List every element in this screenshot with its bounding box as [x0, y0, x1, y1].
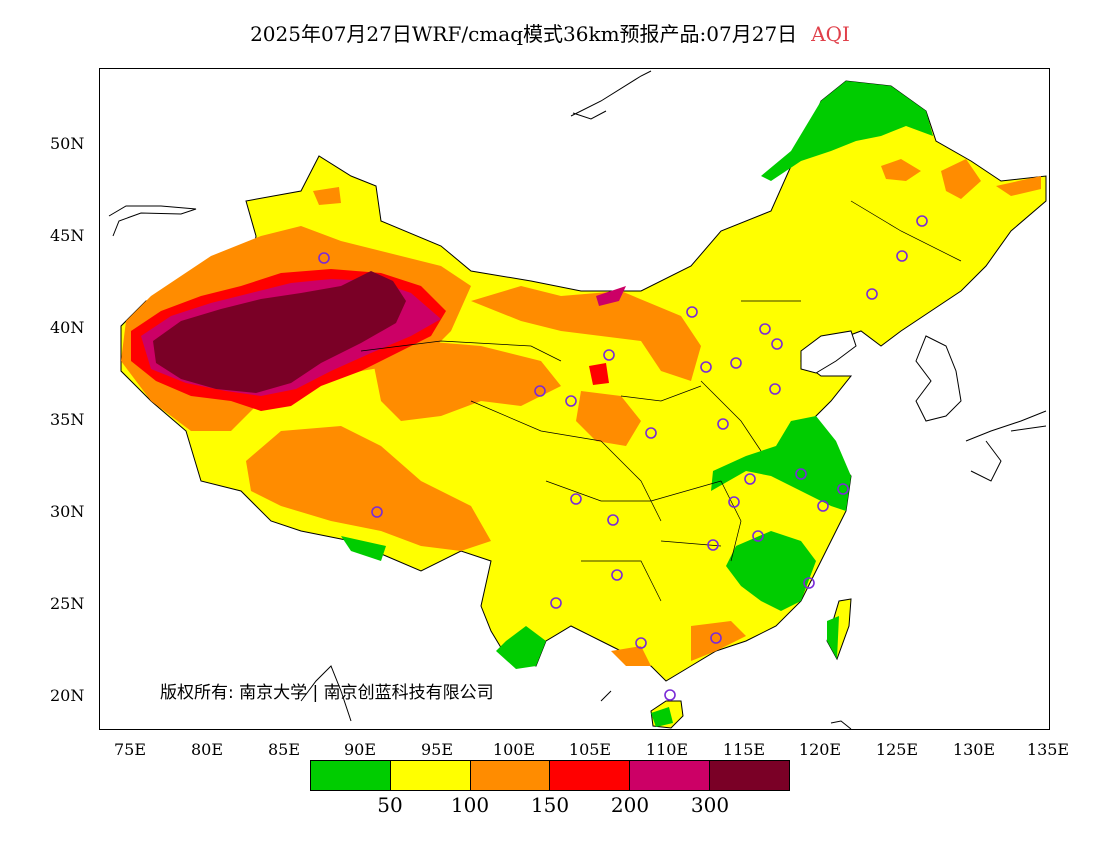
city-station-marker	[744, 473, 756, 485]
aqi-zone-good-east	[711, 416, 851, 511]
lon-label-85: 85E	[267, 740, 301, 759]
legend-swatch-3	[470, 761, 551, 790]
lon-label-90: 90E	[343, 740, 377, 759]
aqi-zone-orange-south	[611, 621, 746, 666]
lon-label-130: 130E	[952, 740, 996, 759]
aqi-zone-magenta-gansu	[596, 286, 626, 306]
city-station-marker	[752, 530, 764, 542]
lon-label-105: 105E	[568, 740, 612, 759]
legend-swatch-2	[390, 761, 471, 790]
lat-label-50: 50N	[50, 134, 85, 153]
legend-label-50: 50	[377, 793, 403, 817]
city-station-marker	[611, 569, 623, 581]
lon-label-115: 115E	[722, 740, 766, 759]
bay-bohai	[800, 330, 857, 374]
map-panel	[99, 68, 1050, 730]
city-station-marker	[866, 288, 878, 300]
title-variable: AQI	[811, 22, 850, 46]
city-station-marker	[837, 483, 849, 495]
city-station-marker	[759, 323, 771, 335]
city-station-marker	[550, 597, 562, 609]
aqi-zone-red-east	[589, 363, 609, 385]
city-station-marker	[710, 632, 722, 644]
legend-label-200: 200	[610, 793, 650, 817]
city-station-marker	[795, 468, 807, 480]
taiwan-clean	[827, 616, 839, 659]
aqi-zone-orange-xinjiang-north	[313, 187, 341, 205]
legend-swatch-1	[311, 761, 391, 790]
lon-label-80: 80E	[190, 740, 224, 759]
city-station-marker	[645, 427, 657, 439]
lat-label-25: 25N	[50, 594, 85, 613]
aqi-color-legend	[310, 760, 790, 791]
city-station-marker	[717, 418, 729, 430]
city-station-marker	[603, 349, 615, 361]
map-title: 2025年07月27日WRF/cmaq模式36km预报产品:07月27日 AQI	[0, 18, 1100, 47]
lat-label-20: 20N	[50, 686, 85, 705]
station-markers	[318, 215, 928, 701]
city-station-marker	[635, 637, 647, 649]
aqi-zone-orange-tibet	[246, 426, 491, 551]
lat-label-30: 30N	[50, 502, 85, 521]
aqi-zone-orange-northeast	[881, 159, 1041, 199]
city-station-marker	[534, 385, 546, 397]
kazakh-border	[108, 205, 197, 237]
japan-coast	[965, 410, 1047, 482]
city-station-marker	[728, 496, 740, 508]
aqi-zone-good-southwest	[496, 626, 546, 669]
city-station-marker	[730, 357, 742, 369]
lat-label-35: 35N	[50, 410, 85, 429]
city-station-marker	[707, 539, 719, 551]
city-station-marker	[565, 395, 577, 407]
city-station-marker	[916, 215, 928, 227]
city-station-marker	[896, 250, 908, 262]
lon-label-125: 125E	[875, 740, 919, 759]
city-station-marker	[607, 514, 619, 526]
lon-label-100: 100E	[492, 740, 536, 759]
aqi-zone-good-tibet	[341, 536, 386, 561]
aqi-zone-orange-north	[471, 286, 701, 381]
province-borders	[360, 200, 962, 602]
legend-swatch-6	[710, 761, 789, 790]
hainan-clean	[651, 707, 673, 727]
city-station-marker	[803, 577, 815, 589]
aqi-zone-orange-qinghai	[371, 341, 561, 421]
lon-label-110: 110E	[645, 740, 689, 759]
lon-label-95: 95E	[420, 740, 454, 759]
legend-swatch-4	[550, 761, 631, 790]
aqi-map	[108, 70, 1047, 729]
city-station-marker	[769, 383, 781, 395]
aqi-zone-orange-central	[576, 391, 641, 446]
russia-coast	[570, 70, 652, 120]
city-station-marker	[771, 338, 783, 350]
southeast-asia-coast	[300, 665, 852, 729]
city-station-marker	[664, 689, 676, 701]
aqi-zone-maroon-taklamakan	[153, 271, 406, 393]
legend-label-300: 300	[690, 793, 730, 817]
copyright-text: 版权所有: 南京大学 | 南京创蓝科技有限公司	[160, 683, 494, 703]
korea-coast	[915, 335, 962, 422]
aqi-zone-good-northeast	[761, 81, 933, 181]
legend-label-150: 150	[530, 793, 570, 817]
city-station-marker	[318, 252, 330, 264]
city-station-marker	[700, 361, 712, 373]
city-station-marker	[817, 500, 829, 512]
lon-label-120: 120E	[798, 740, 842, 759]
lat-label-40: 40N	[50, 318, 85, 337]
title-main: 2025年07月27日WRF/cmaq模式36km预报产品:07月27日	[250, 22, 798, 46]
lat-label-45: 45N	[50, 226, 85, 245]
legend-label-100: 100	[450, 793, 490, 817]
city-station-marker	[371, 506, 383, 518]
lon-label-135: 135E	[1026, 740, 1070, 759]
city-station-marker	[686, 306, 698, 318]
lon-label-75: 75E	[113, 740, 147, 759]
city-station-marker	[570, 493, 582, 505]
aqi-zone-good-southeast	[726, 531, 816, 611]
legend-swatch-5	[630, 761, 711, 790]
